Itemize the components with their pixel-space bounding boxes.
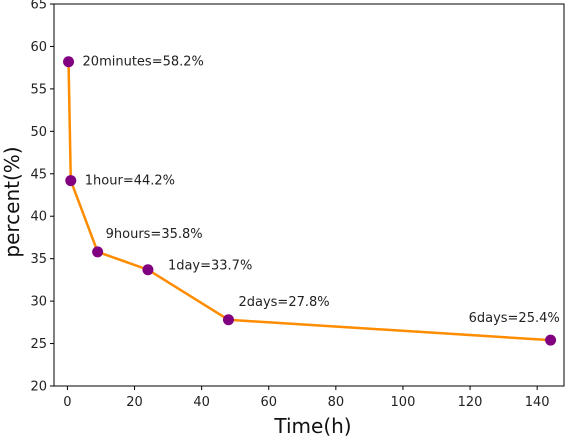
y-tick-label: 60 — [30, 40, 47, 55]
data-point — [63, 56, 75, 68]
series-line — [67, 61, 551, 342]
data-labels-group: 20minutes=58.2% 1hour=44.2% 9hours=35.8% 1d… — [83, 55, 560, 326]
x-tick-label: 100 — [391, 395, 416, 410]
y-tick-label: 65 — [30, 0, 47, 13]
data-label: 1day=33.7% — [168, 259, 252, 274]
data-point — [65, 175, 77, 187]
plot-frame — [53, 3, 565, 387]
x-tick-label: 40 — [193, 395, 210, 410]
x-tick-label: 0 — [63, 395, 71, 410]
data-point — [222, 314, 234, 326]
x-axis-ticks: 0 20 40 60 80 100 120 140 — [63, 386, 550, 410]
y-tick-label: 40 — [30, 210, 47, 225]
y-tick-label: 20 — [30, 380, 47, 395]
y-tick-label: 25 — [30, 337, 47, 352]
data-point — [92, 246, 104, 258]
plot-border — [53, 3, 565, 387]
x-tick-label: 20 — [126, 395, 143, 410]
y-tick-label: 50 — [30, 125, 47, 140]
x-tick-label: 80 — [328, 395, 345, 410]
data-point — [545, 334, 557, 346]
data-label: 9hours=35.8% — [106, 227, 203, 242]
y-tick-label: 30 — [30, 295, 47, 310]
x-tick-label: 60 — [260, 395, 277, 410]
x-tick-label: 120 — [458, 395, 483, 410]
data-label: 1hour=44.2% — [85, 174, 175, 189]
y-axis-ticks: 20 25 30 35 40 45 50 55 60 65 — [30, 0, 54, 395]
series-line-group — [67, 61, 551, 342]
x-tick-label: 140 — [525, 395, 550, 410]
y-tick-label: 45 — [30, 167, 47, 182]
data-label: 2days=27.8% — [238, 295, 329, 310]
series-points-group — [63, 56, 557, 346]
x-axis-title: Time(h) — [273, 414, 351, 438]
y-tick-label: 55 — [30, 82, 47, 97]
y-tick-label: 35 — [30, 252, 47, 267]
data-label: 6days=25.4% — [469, 311, 560, 326]
data-point — [142, 264, 154, 276]
y-axis-title: percent(%) — [0, 146, 24, 257]
data-label: 20minutes=58.2% — [83, 55, 204, 70]
